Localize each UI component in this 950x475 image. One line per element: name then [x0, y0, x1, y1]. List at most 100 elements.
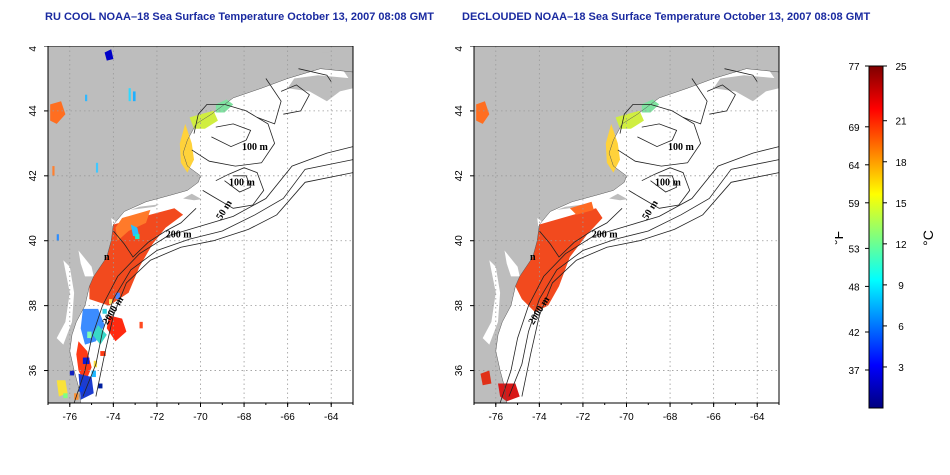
cloud-speckle	[132, 91, 136, 102]
cloud-speckle	[98, 383, 103, 389]
land-area	[556, 204, 586, 210]
celsius-tick-label: 6	[898, 322, 904, 333]
lon-tick-label: -66	[280, 412, 295, 423]
celsius-tick-label: 9	[898, 281, 904, 292]
lat-tick-label: 36	[28, 365, 39, 377]
inland-bay	[111, 218, 118, 227]
sst-patch	[104, 49, 114, 61]
cloud-speckle	[95, 162, 99, 173]
land-area	[283, 49, 353, 85]
depth-contour	[298, 68, 332, 82]
sst-patch	[476, 101, 490, 124]
lon-tick-label: -66	[706, 412, 721, 423]
lon-tick-label: -76	[63, 412, 78, 423]
fahrenheit-tick-label: 59	[848, 199, 860, 210]
sst-patch	[215, 99, 234, 113]
fahrenheit-tick-label: 48	[848, 282, 860, 293]
celsius-tick-label: 3	[898, 363, 904, 374]
celsius-tick-label: 25	[895, 62, 907, 73]
lon-tick-label: -72	[150, 412, 165, 423]
lon-tick-label: -68	[663, 412, 678, 423]
depth-contour	[113, 208, 197, 258]
depth-contour	[280, 84, 310, 115]
depth-contour	[508, 159, 779, 397]
fahrenheit-tick-label: 53	[848, 244, 860, 255]
celsius-tick-label: 12	[895, 240, 907, 251]
sst-patch	[569, 201, 594, 215]
depth-contour	[224, 175, 252, 193]
cloud-speckle	[93, 360, 98, 368]
sst-patch	[605, 123, 620, 173]
map-layers	[48, 46, 353, 403]
cloud-speckle	[102, 308, 107, 314]
lat-tick-label: 42	[28, 170, 39, 182]
lon-tick-label: -74	[106, 412, 121, 423]
depth-contour	[628, 167, 691, 209]
inland-bay	[78, 250, 94, 277]
sst-patch	[641, 99, 660, 113]
lat-tick-label: 44	[454, 105, 465, 117]
fahrenheit-tick-label: 69	[848, 123, 860, 134]
lat-tick-label: 46	[454, 46, 465, 52]
land-area	[183, 193, 202, 201]
sst-patch	[179, 123, 194, 173]
lon-tick-label: -68	[237, 412, 252, 423]
fahrenheit-tick-label: 42	[848, 328, 860, 339]
lat-tick-label: 42	[454, 170, 465, 182]
cloud-speckle	[109, 299, 113, 305]
cloud-speckle	[56, 234, 59, 241]
fahrenheit-tick-label: 77	[848, 62, 860, 73]
contour-label: n	[104, 252, 110, 263]
lat-tick-label: 46	[28, 46, 39, 52]
depth-contour	[650, 175, 678, 193]
depth-contour	[191, 104, 276, 167]
left-sst-map[interactable]: 100 m 100 m 50 m 200 m 2000 m n -76 -74 -72 -70 -6…	[10, 46, 355, 426]
coastline	[69, 68, 353, 403]
lat-tick-label: 38	[454, 300, 465, 312]
contour-label: 100 m	[655, 178, 682, 189]
lon-tick-label: -74	[532, 412, 547, 423]
cloud-speckle	[135, 234, 140, 240]
cloud-speckle	[85, 94, 88, 102]
right-map-title: DECLOUDED NOAA–18 Sea Surface Temperatur…	[462, 11, 871, 23]
cloud-speckle	[128, 88, 131, 102]
inland-bay	[537, 218, 544, 227]
land-area	[709, 49, 779, 85]
lat-tick-label: 40	[454, 235, 465, 247]
contour-label: n	[530, 252, 536, 263]
sst-patch	[50, 101, 66, 124]
right-sst-map[interactable]: 100 m 100 m 50 m 200 m 2000 m n -76 -74 -72 -70 -6…	[436, 46, 781, 426]
cloud-speckle	[139, 321, 143, 329]
contour-label: 200 m	[592, 229, 619, 240]
sst-patch	[78, 373, 94, 400]
map-layers	[474, 46, 779, 403]
depth-contour	[617, 104, 702, 167]
cloud-speckle	[63, 393, 68, 399]
depth-contour	[499, 146, 779, 403]
celsius-unit-label: °C	[920, 230, 936, 246]
contour-label: 100 m	[668, 142, 695, 153]
cloud-speckle	[78, 386, 83, 392]
lat-tick-label: 44	[28, 105, 39, 117]
depth-contour	[637, 123, 678, 148]
cloud-speckle	[82, 357, 90, 365]
depth-contour	[211, 123, 252, 148]
lon-tick-label: -70	[193, 412, 208, 423]
celsius-tick-label: 18	[895, 158, 907, 169]
depth-contour	[256, 78, 282, 125]
cloud-speckle	[52, 166, 55, 176]
lat-tick-label: 40	[28, 235, 39, 247]
depth-contour	[706, 84, 736, 115]
depth-contour	[539, 208, 623, 258]
sst-patch	[56, 380, 68, 397]
sst-patch	[92, 325, 107, 345]
contour-label: 100 m	[242, 142, 269, 153]
celsius-tick-label: 15	[895, 199, 907, 210]
land-area	[287, 75, 353, 102]
colorbar-strip	[868, 65, 884, 409]
depth-contour	[95, 172, 353, 397]
cloud-speckle	[69, 370, 75, 376]
depth-contour	[682, 78, 708, 125]
sst-patch	[189, 110, 218, 129]
